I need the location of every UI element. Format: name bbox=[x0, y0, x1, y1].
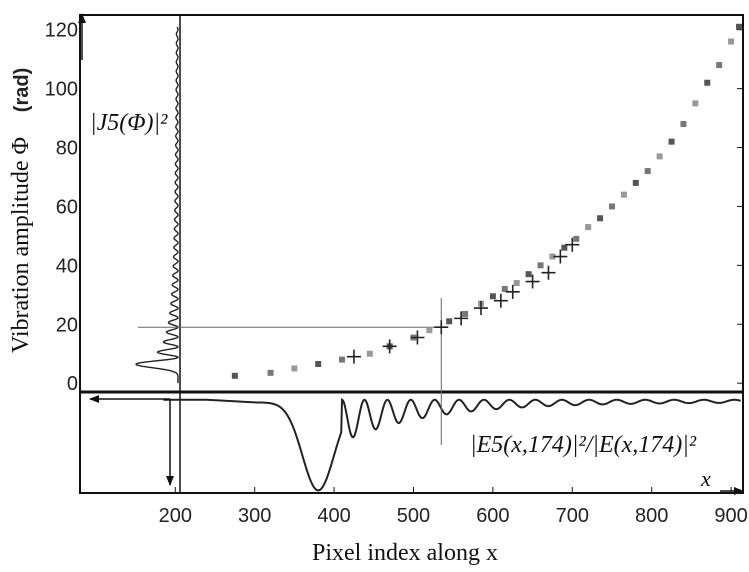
y-axis-label: Vibration amplitude Φ bbox=[8, 137, 34, 353]
plus-marker bbox=[346, 349, 361, 364]
square-marker bbox=[549, 253, 556, 260]
plus-marker bbox=[382, 339, 397, 354]
square-marker bbox=[561, 244, 568, 251]
y-axis-unit: (rad) bbox=[11, 68, 33, 112]
square-marker bbox=[656, 153, 663, 160]
x-tick-600: 600 bbox=[476, 505, 509, 527]
square-marker bbox=[644, 168, 651, 175]
bessel-label: |J5(Φ)|² bbox=[90, 110, 168, 136]
square-marker bbox=[585, 224, 592, 231]
square-marker bbox=[680, 120, 687, 127]
tick-marks bbox=[174, 29, 743, 493]
y-tick-120: 120 bbox=[45, 20, 78, 42]
plus-marker bbox=[473, 301, 488, 316]
square-marker bbox=[736, 23, 743, 30]
square-marker bbox=[716, 62, 723, 69]
square-marker bbox=[608, 203, 615, 210]
square-marker bbox=[339, 356, 346, 363]
square-marker bbox=[537, 262, 544, 269]
square-marker bbox=[231, 372, 238, 379]
square-marker bbox=[704, 79, 711, 86]
plus-marker bbox=[553, 249, 568, 264]
square-marker bbox=[632, 179, 639, 186]
y-tick-40: 40 bbox=[56, 255, 78, 277]
square-marker bbox=[315, 361, 322, 368]
x-axis-label: Pixel index along x bbox=[312, 540, 498, 566]
plus-marker bbox=[541, 265, 556, 280]
bessel-curve bbox=[135, 26, 179, 384]
square-marker bbox=[489, 293, 496, 300]
x-tick-700: 700 bbox=[556, 505, 589, 527]
square-marker bbox=[620, 191, 627, 198]
plus-marker bbox=[410, 330, 425, 345]
y-tick-20: 20 bbox=[56, 314, 78, 336]
square-marker bbox=[728, 38, 735, 45]
square-marker bbox=[446, 318, 453, 325]
square-marker bbox=[501, 285, 508, 292]
square-marker bbox=[462, 310, 469, 317]
square-marker bbox=[366, 350, 373, 357]
square-marker bbox=[668, 138, 675, 145]
plus-marker bbox=[434, 320, 449, 335]
x-tick-500: 500 bbox=[397, 505, 430, 527]
plot-frame bbox=[79, 14, 744, 494]
square-marker bbox=[597, 215, 604, 222]
ratio-curve bbox=[163, 397, 741, 492]
x-tick-labels: 200 300 400 500 600 700 800 900 bbox=[159, 505, 748, 527]
x-tick-200: 200 bbox=[159, 505, 192, 527]
plus-marker bbox=[493, 293, 508, 308]
y-tick-100: 100 bbox=[45, 79, 78, 101]
y-tick-labels: 0 20 40 60 80 100 120 bbox=[45, 20, 78, 395]
square-marker bbox=[291, 365, 298, 372]
x-arrow-label: x bbox=[700, 466, 711, 491]
plus-marker bbox=[454, 311, 469, 326]
square-marker bbox=[692, 100, 699, 107]
plus-marker bbox=[565, 237, 580, 252]
plus-marker bbox=[525, 274, 540, 289]
square-marker bbox=[513, 280, 520, 287]
y-tick-60: 60 bbox=[56, 196, 78, 218]
ratio-label: |E5(x,174)|²/|E(x,174)|² bbox=[470, 432, 697, 458]
square-marker bbox=[267, 369, 274, 376]
x-tick-400: 400 bbox=[317, 505, 350, 527]
x-tick-300: 300 bbox=[238, 505, 271, 527]
x-tick-800: 800 bbox=[635, 505, 668, 527]
y-tick-0: 0 bbox=[67, 373, 78, 395]
square-marker bbox=[426, 327, 433, 334]
y-tick-80: 80 bbox=[56, 138, 78, 160]
x-tick-900: 900 bbox=[714, 505, 747, 527]
data-markers bbox=[231, 23, 743, 379]
plus-marker bbox=[505, 284, 520, 299]
square-marker bbox=[573, 235, 580, 242]
square-marker bbox=[525, 271, 532, 278]
